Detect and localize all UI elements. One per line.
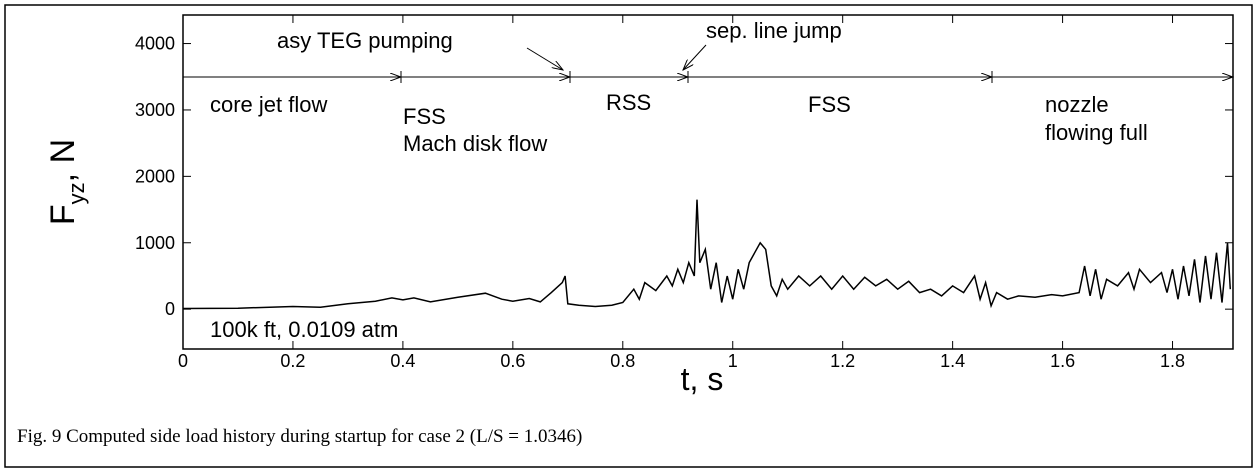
annotation: 100k ft, 0.0109 atm xyxy=(210,317,398,342)
annotation: nozzle xyxy=(1045,92,1109,117)
annotation: core jet flow xyxy=(210,92,327,117)
annotation: RSS xyxy=(606,90,651,115)
annotation: sep. line jump xyxy=(706,18,842,43)
annotation: FSS xyxy=(403,104,446,129)
caption: Fig. 9 Computed side load history during… xyxy=(17,426,582,447)
y-label-rest: , N xyxy=(44,139,82,182)
leader-arrow xyxy=(526,47,563,70)
y-label-sub: yz xyxy=(64,182,89,204)
y-tick-label: 3000 xyxy=(135,100,175,120)
x-tick-label: 0.4 xyxy=(390,351,415,371)
x-tick-label: 1.4 xyxy=(940,351,965,371)
leader-arrow xyxy=(683,44,707,70)
x-tick-label: 1.2 xyxy=(830,351,855,371)
annotation: Mach disk flow xyxy=(403,131,547,156)
phase-arrows xyxy=(183,44,1233,77)
y-label-main: F xyxy=(44,204,82,225)
x-tick-label: 0.6 xyxy=(500,351,525,371)
data-line xyxy=(182,199,1232,310)
y-tick-label: 1000 xyxy=(135,233,175,253)
x-axis-label: t, s xyxy=(681,361,724,397)
y-axis-label: Fyz, N xyxy=(44,139,89,225)
y-tick-label: 0 xyxy=(165,299,175,319)
x-tick-label: 1.8 xyxy=(1160,351,1185,371)
annotation: FSS xyxy=(808,92,851,117)
x-tick-label: 1.6 xyxy=(1050,351,1075,371)
y-tick-label: 4000 xyxy=(135,34,175,54)
figure-frame xyxy=(4,4,1253,468)
plot-frame xyxy=(182,14,1234,350)
annotation: asy TEG pumping xyxy=(277,28,453,53)
x-tick-label: 0.2 xyxy=(280,351,305,371)
y-tick-label: 2000 xyxy=(135,166,175,186)
phase-ticks xyxy=(400,71,993,83)
x-tick-label: 1 xyxy=(728,351,738,371)
x-tick-label: 0.8 xyxy=(610,351,635,371)
x-tick-label: 0 xyxy=(178,351,188,371)
annotation: flowing full xyxy=(1045,120,1148,145)
